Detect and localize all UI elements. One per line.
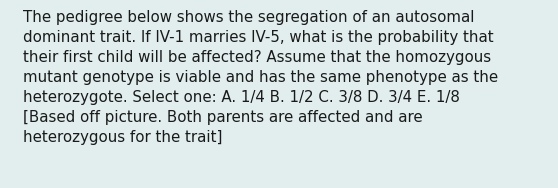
Text: The pedigree below shows the segregation of an autosomal
dominant trait. If IV-1: The pedigree below shows the segregation… [23, 10, 498, 145]
